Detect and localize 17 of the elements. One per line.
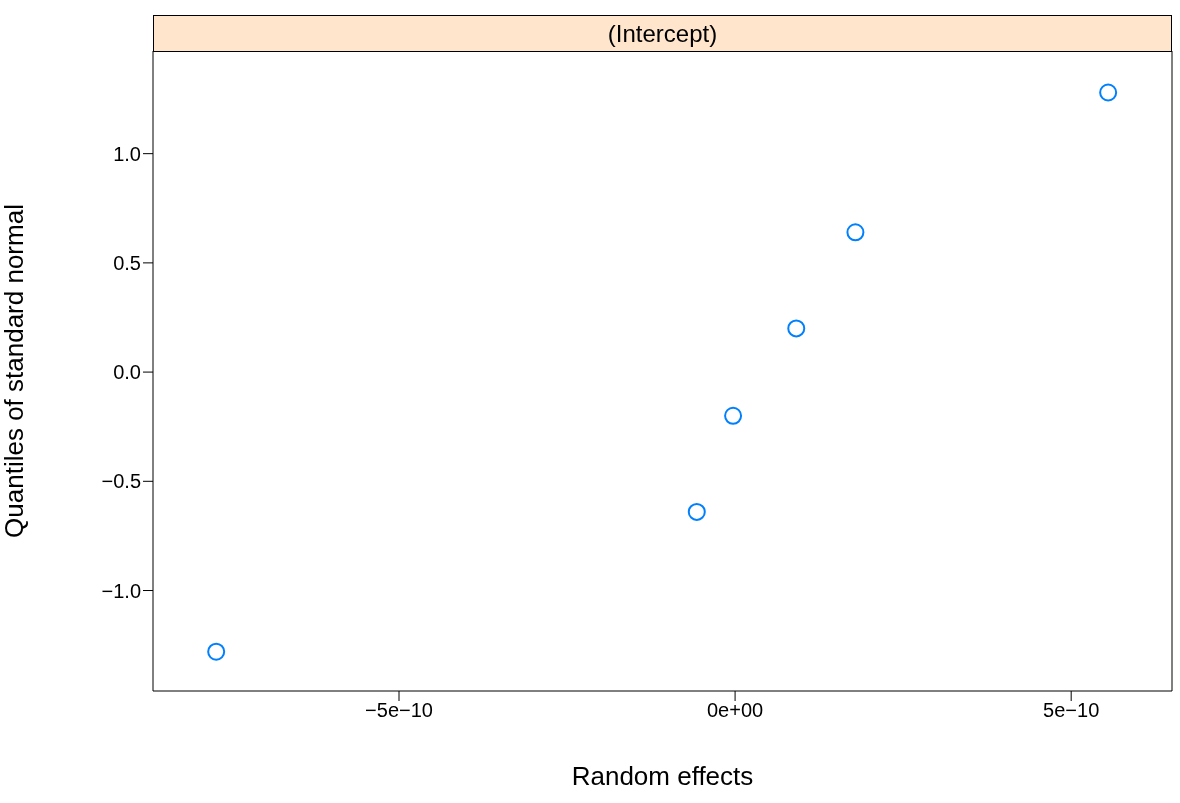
- y-tick-label: 1.0: [113, 142, 141, 165]
- y-tick-label: −0.5: [101, 470, 141, 493]
- y-axis-title: Quantiles of standard normal: [0, 204, 30, 538]
- point: [724, 406, 743, 425]
- y-tick-label: 0.0: [113, 361, 141, 384]
- y-tick-label: −1.0: [101, 579, 141, 602]
- y-tick-label: 0.5: [113, 251, 141, 274]
- x-axis-title: Random effects: [571, 761, 754, 791]
- point: [846, 223, 865, 242]
- point: [787, 319, 806, 338]
- x-tick-label: 5e−10: [1043, 699, 1100, 722]
- x-tick-label: −5e−10: [365, 699, 433, 722]
- point: [1099, 83, 1118, 102]
- point: [207, 642, 226, 661]
- chart-title: (Intercept): [153, 15, 1172, 52]
- point: [687, 502, 706, 521]
- x-tick-label: 0e+00: [707, 699, 764, 722]
